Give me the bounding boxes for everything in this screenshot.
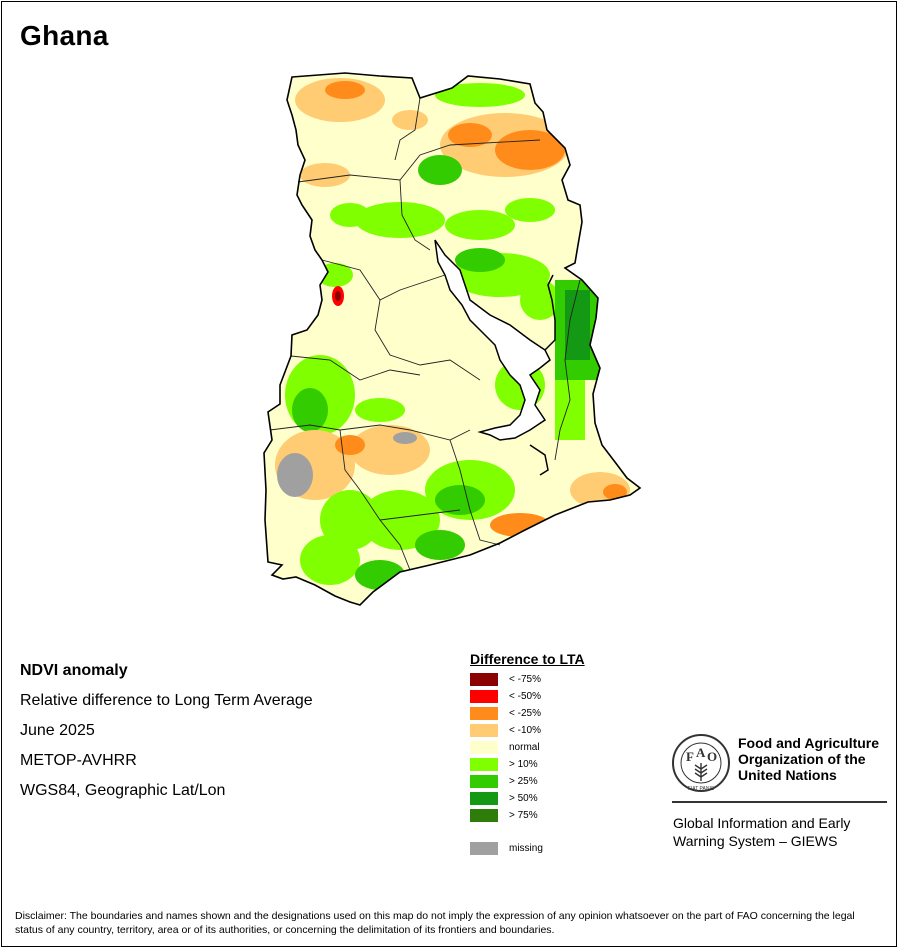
ndvi-raster (264, 73, 640, 605)
giews-name-line1: Global Information and Early (673, 815, 851, 831)
country-title: Ghana (20, 20, 109, 51)
legend-label: > 75% (509, 810, 538, 821)
fao-org-name-line1: Food and Agriculture (738, 735, 880, 751)
product-projection: WGS84, Geographic Lat/Lon (20, 782, 226, 799)
legend-label: < -75% (509, 674, 541, 685)
legend-item: > 75% (470, 807, 585, 824)
legend-label: > 10% (509, 759, 538, 770)
logo-divider (672, 801, 887, 803)
legend-swatch (470, 707, 498, 720)
giews-name-line2: Warning System – GIEWS (673, 833, 838, 849)
legend-item: normal (470, 739, 585, 756)
region-boundaries (269, 97, 581, 571)
legend-label: < -50% (509, 691, 541, 702)
legend-items: < -75% < -50% < -25% < -10% normal > 10% > 25%… (470, 671, 585, 824)
giews-name: Global Information and Early Warning Sys… (673, 814, 850, 850)
legend-item: < -25% (470, 705, 585, 722)
legend-swatch (470, 690, 498, 703)
product-period: June 2025 (20, 722, 95, 739)
fao-letter-a: A (696, 745, 706, 760)
legend-item: < -10% (470, 722, 585, 739)
fao-org-name-line2: Organization of the (738, 751, 866, 767)
ndvi-anomaly-map (263, 72, 641, 606)
legend-swatch-missing (470, 842, 498, 855)
legend-label: normal (509, 742, 540, 753)
legend-label-missing: missing (509, 843, 543, 854)
legend-swatch (470, 792, 498, 805)
legend-item: > 10% (470, 756, 585, 773)
legend-swatch (470, 724, 498, 737)
legend-label: > 25% (509, 776, 538, 787)
legend-swatch (470, 809, 498, 822)
legend-item: < -50% (470, 688, 585, 705)
fao-motto: FIAT PANIS (688, 786, 715, 792)
legend: Difference to LTA < -75% < -50% < -25% < -1… (470, 651, 585, 857)
fao-letter-o: O (707, 749, 717, 764)
legend-swatch (470, 758, 498, 771)
fao-logo-icon: F A O FIAT PANIS (672, 734, 730, 792)
legend-label: < -25% (509, 708, 541, 719)
legend-item: > 25% (470, 773, 585, 790)
legend-swatch (470, 775, 498, 788)
fao-letter-f: F (686, 749, 694, 764)
legend-item: > 50% (470, 790, 585, 807)
legend-swatch (470, 741, 498, 754)
fao-org-name-line3: United Nations (738, 767, 837, 783)
product-title: NDVI anomaly (20, 662, 128, 679)
legend-swatch (470, 673, 498, 686)
legend-item: < -75% (470, 671, 585, 688)
legend-item-missing: missing (470, 840, 585, 857)
legend-title: Difference to LTA (470, 651, 585, 667)
product-subtitle: Relative difference to Long Term Average (20, 692, 313, 709)
disclaimer: Disclaimer: The boundaries and names sho… (15, 910, 855, 936)
legend-label: > 50% (509, 793, 538, 804)
map-info: NDVI anomaly Relative difference to Long… (20, 656, 313, 806)
product-sensor: METOP-AVHRR (20, 752, 137, 769)
fao-org-name: Food and Agriculture Organization of the… (738, 735, 879, 783)
legend-label: < -10% (509, 725, 541, 736)
